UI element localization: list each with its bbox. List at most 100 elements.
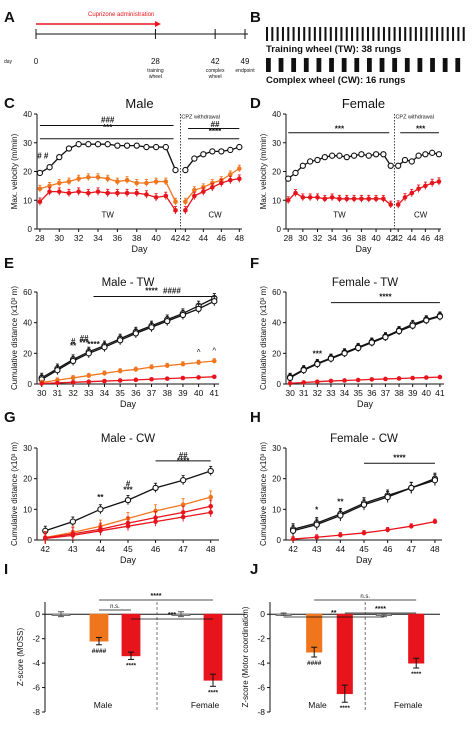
wheel-rung <box>430 27 433 41</box>
bar-significance-label: #### <box>92 648 107 655</box>
data-point <box>102 378 107 384</box>
data-point <box>208 510 214 515</box>
y-axis-label: Cumulative distance (x10³ m) <box>10 286 19 390</box>
data-point <box>350 152 358 159</box>
wheel-rung <box>430 58 435 72</box>
data-point <box>95 189 101 194</box>
annotation: CPZ withdrawal <box>181 114 220 120</box>
data-point <box>86 174 91 180</box>
wheel-rung <box>287 27 290 41</box>
wheel-rung <box>324 27 327 41</box>
chart-title: Male <box>125 96 153 111</box>
data-point <box>210 180 215 186</box>
y-tick-label: -6 <box>257 683 265 693</box>
y-tick-label: 40 <box>23 319 32 328</box>
y-tick-label: -4 <box>257 658 265 668</box>
wheel-rung <box>278 58 284 72</box>
wheel-rung <box>425 27 428 41</box>
panel-letter-d: D <box>250 95 261 112</box>
y-tick-label: -8 <box>32 707 40 717</box>
data-point <box>152 143 160 151</box>
x-tick-label: 40 <box>422 388 432 398</box>
data-point <box>66 190 72 196</box>
data-point <box>423 375 429 380</box>
x-tick-label: 40 <box>194 388 204 398</box>
wheel-rung <box>361 27 364 41</box>
y-axis-label: Max. velocity (m/min) <box>10 133 19 209</box>
timeline-label: Cuprizone administration <box>88 12 154 18</box>
data-point <box>37 199 43 204</box>
data-point <box>287 380 293 386</box>
x-tick-label: 30 <box>298 233 308 243</box>
wheel-rung <box>276 27 279 41</box>
annotation: *** <box>335 124 345 133</box>
chart-title: Male - CW <box>101 433 155 445</box>
x-tick-label: 41 <box>435 388 445 398</box>
group-label: Male <box>94 700 113 710</box>
wheel-rung <box>388 27 391 41</box>
x-tick-label: 35 <box>115 388 125 398</box>
annotation: *** <box>313 349 323 358</box>
data-point <box>227 146 234 154</box>
training-wheel-label: Training wheel (TW): 38 rungs <box>266 44 401 55</box>
timeline-arrowhead <box>155 21 161 27</box>
data-point <box>95 174 101 180</box>
annotation: **** <box>145 287 158 296</box>
data-point <box>70 375 76 381</box>
x-tick-label: 28 <box>283 233 293 243</box>
wheel-rung <box>266 27 269 41</box>
bar <box>336 613 353 695</box>
data-point <box>237 166 242 171</box>
data-point <box>163 179 169 184</box>
wheel-rung <box>297 27 300 41</box>
annotation: ## <box>211 120 220 129</box>
y-tick-label: 0 <box>277 536 282 545</box>
x-tick-label: 34 <box>327 233 337 243</box>
annotation: **** <box>177 456 190 465</box>
data-point <box>416 186 421 192</box>
y-tick-label: 20 <box>272 475 281 484</box>
data-point <box>153 179 159 184</box>
chart-title: Male - TW <box>102 277 155 289</box>
bar-significance-label: **** <box>126 662 137 669</box>
comparison-label: n.s. <box>110 604 120 610</box>
series-line <box>290 376 440 384</box>
data-point <box>134 190 140 196</box>
annotation: ** <box>337 498 344 507</box>
data-point <box>133 367 139 372</box>
data-point <box>102 370 107 376</box>
chart-j: 0 -2 -4 -6 -8 Z-score (Motor coordination) ###… <box>241 594 440 717</box>
data-point <box>182 166 189 174</box>
annotation: TW <box>333 211 346 220</box>
data-point <box>115 190 120 196</box>
data-point <box>388 202 394 207</box>
y-tick-label: 40 <box>272 110 281 119</box>
annotation: **** <box>87 340 100 349</box>
data-point <box>85 141 92 148</box>
annotation: *** <box>123 485 133 494</box>
data-point <box>315 379 320 385</box>
annotation: ^ <box>212 346 216 355</box>
data-point <box>180 477 187 484</box>
data-point <box>153 519 158 524</box>
x-tick-label: 39 <box>408 388 418 398</box>
data-point <box>337 512 344 519</box>
x-tick-label: 42 <box>41 544 51 554</box>
data-point <box>172 166 179 174</box>
wheel-rung <box>281 27 284 41</box>
data-point <box>210 185 215 190</box>
annotation: #### <box>163 287 181 296</box>
comparison-label: n.s. <box>360 594 370 600</box>
data-point <box>132 330 139 337</box>
data-point <box>65 145 73 152</box>
data-point <box>321 153 328 161</box>
x-tick-label: 46 <box>383 544 393 554</box>
wheel-rung <box>335 27 338 41</box>
data-point <box>196 375 201 380</box>
data-point <box>117 337 124 344</box>
x-tick-label: 28 <box>35 233 45 243</box>
data-point <box>431 477 439 484</box>
y-tick-label: 40 <box>23 110 32 119</box>
data-point <box>300 195 306 200</box>
